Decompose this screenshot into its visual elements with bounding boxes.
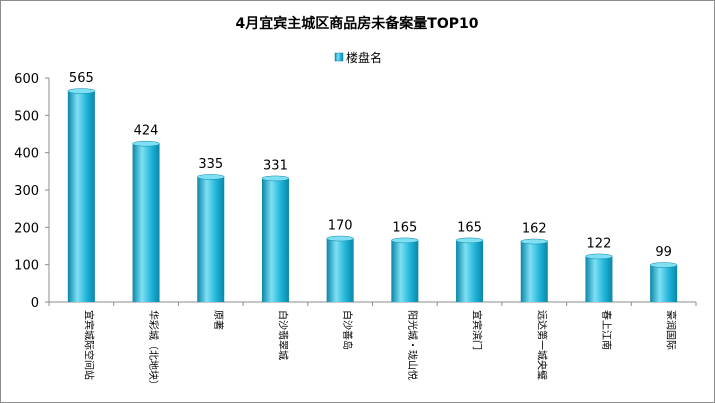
legend-swatch	[334, 52, 344, 62]
data-label: 162	[522, 222, 547, 237]
bar-cap	[649, 262, 678, 268]
category-label: 白沙翡翠城	[276, 310, 289, 360]
bar	[326, 235, 354, 302]
data-label: 99	[655, 245, 672, 260]
data-label: 331	[263, 158, 288, 173]
bar	[132, 140, 160, 302]
bar-body	[391, 240, 419, 302]
bar	[197, 174, 225, 302]
bar-cap	[455, 237, 484, 244]
bar-body	[585, 256, 613, 302]
bar-body	[67, 91, 95, 302]
bar	[67, 88, 96, 302]
bar-cap	[132, 140, 160, 147]
bar-body	[197, 176, 225, 302]
bar-cap	[67, 88, 96, 94]
y-tick-label: 200	[14, 221, 39, 236]
y-tick-label: 600	[14, 72, 39, 87]
chart-title: 4月宜宾主城区商品房未备案量TOP10	[236, 15, 479, 32]
category-label: 春上江南	[600, 310, 613, 350]
legend: 楼盘名	[334, 50, 382, 65]
data-label: 335	[198, 157, 223, 172]
bar-body	[132, 143, 160, 302]
data-label: 170	[328, 219, 353, 234]
data-label: 165	[392, 220, 417, 235]
bar-body	[261, 178, 289, 302]
bar-body	[326, 238, 354, 302]
y-tick-label: 400	[14, 147, 39, 162]
bar-cap	[197, 174, 225, 180]
data-label: 165	[457, 220, 482, 235]
bar	[391, 237, 419, 302]
category-label: 宜宾滨门	[471, 310, 484, 350]
y-tick-label: 300	[14, 184, 39, 199]
legend-label: 楼盘名	[346, 50, 382, 65]
bar	[649, 262, 678, 302]
category-label: 白沙善岛	[341, 310, 354, 350]
bar	[455, 237, 484, 302]
category-label: 阳光城・珑山悦	[406, 310, 419, 380]
bar	[261, 175, 290, 302]
category-label: 原著	[212, 310, 225, 330]
data-label: 424	[134, 124, 159, 139]
bar-body	[456, 240, 484, 302]
bar-body	[650, 265, 678, 302]
bar-cap	[391, 237, 419, 244]
y-tick-label: 100	[14, 259, 39, 274]
category-label: 华彩城（北地块）	[147, 310, 160, 390]
category-label: 豪润国际	[665, 310, 678, 350]
bar-cap	[520, 238, 548, 245]
data-label: 122	[587, 236, 612, 251]
bar-cap	[585, 253, 613, 260]
data-label: 565	[69, 71, 94, 86]
category-label: 远达第一城央璧	[535, 310, 548, 380]
category-label: 宜宾城际空间站	[82, 310, 95, 380]
bar-cap	[261, 175, 290, 182]
bar	[585, 253, 613, 302]
y-tick-label: 0	[31, 296, 39, 311]
y-tick-label: 500	[14, 109, 39, 124]
bar	[520, 238, 548, 302]
bar-cap	[326, 235, 354, 242]
bar-body	[520, 241, 548, 302]
